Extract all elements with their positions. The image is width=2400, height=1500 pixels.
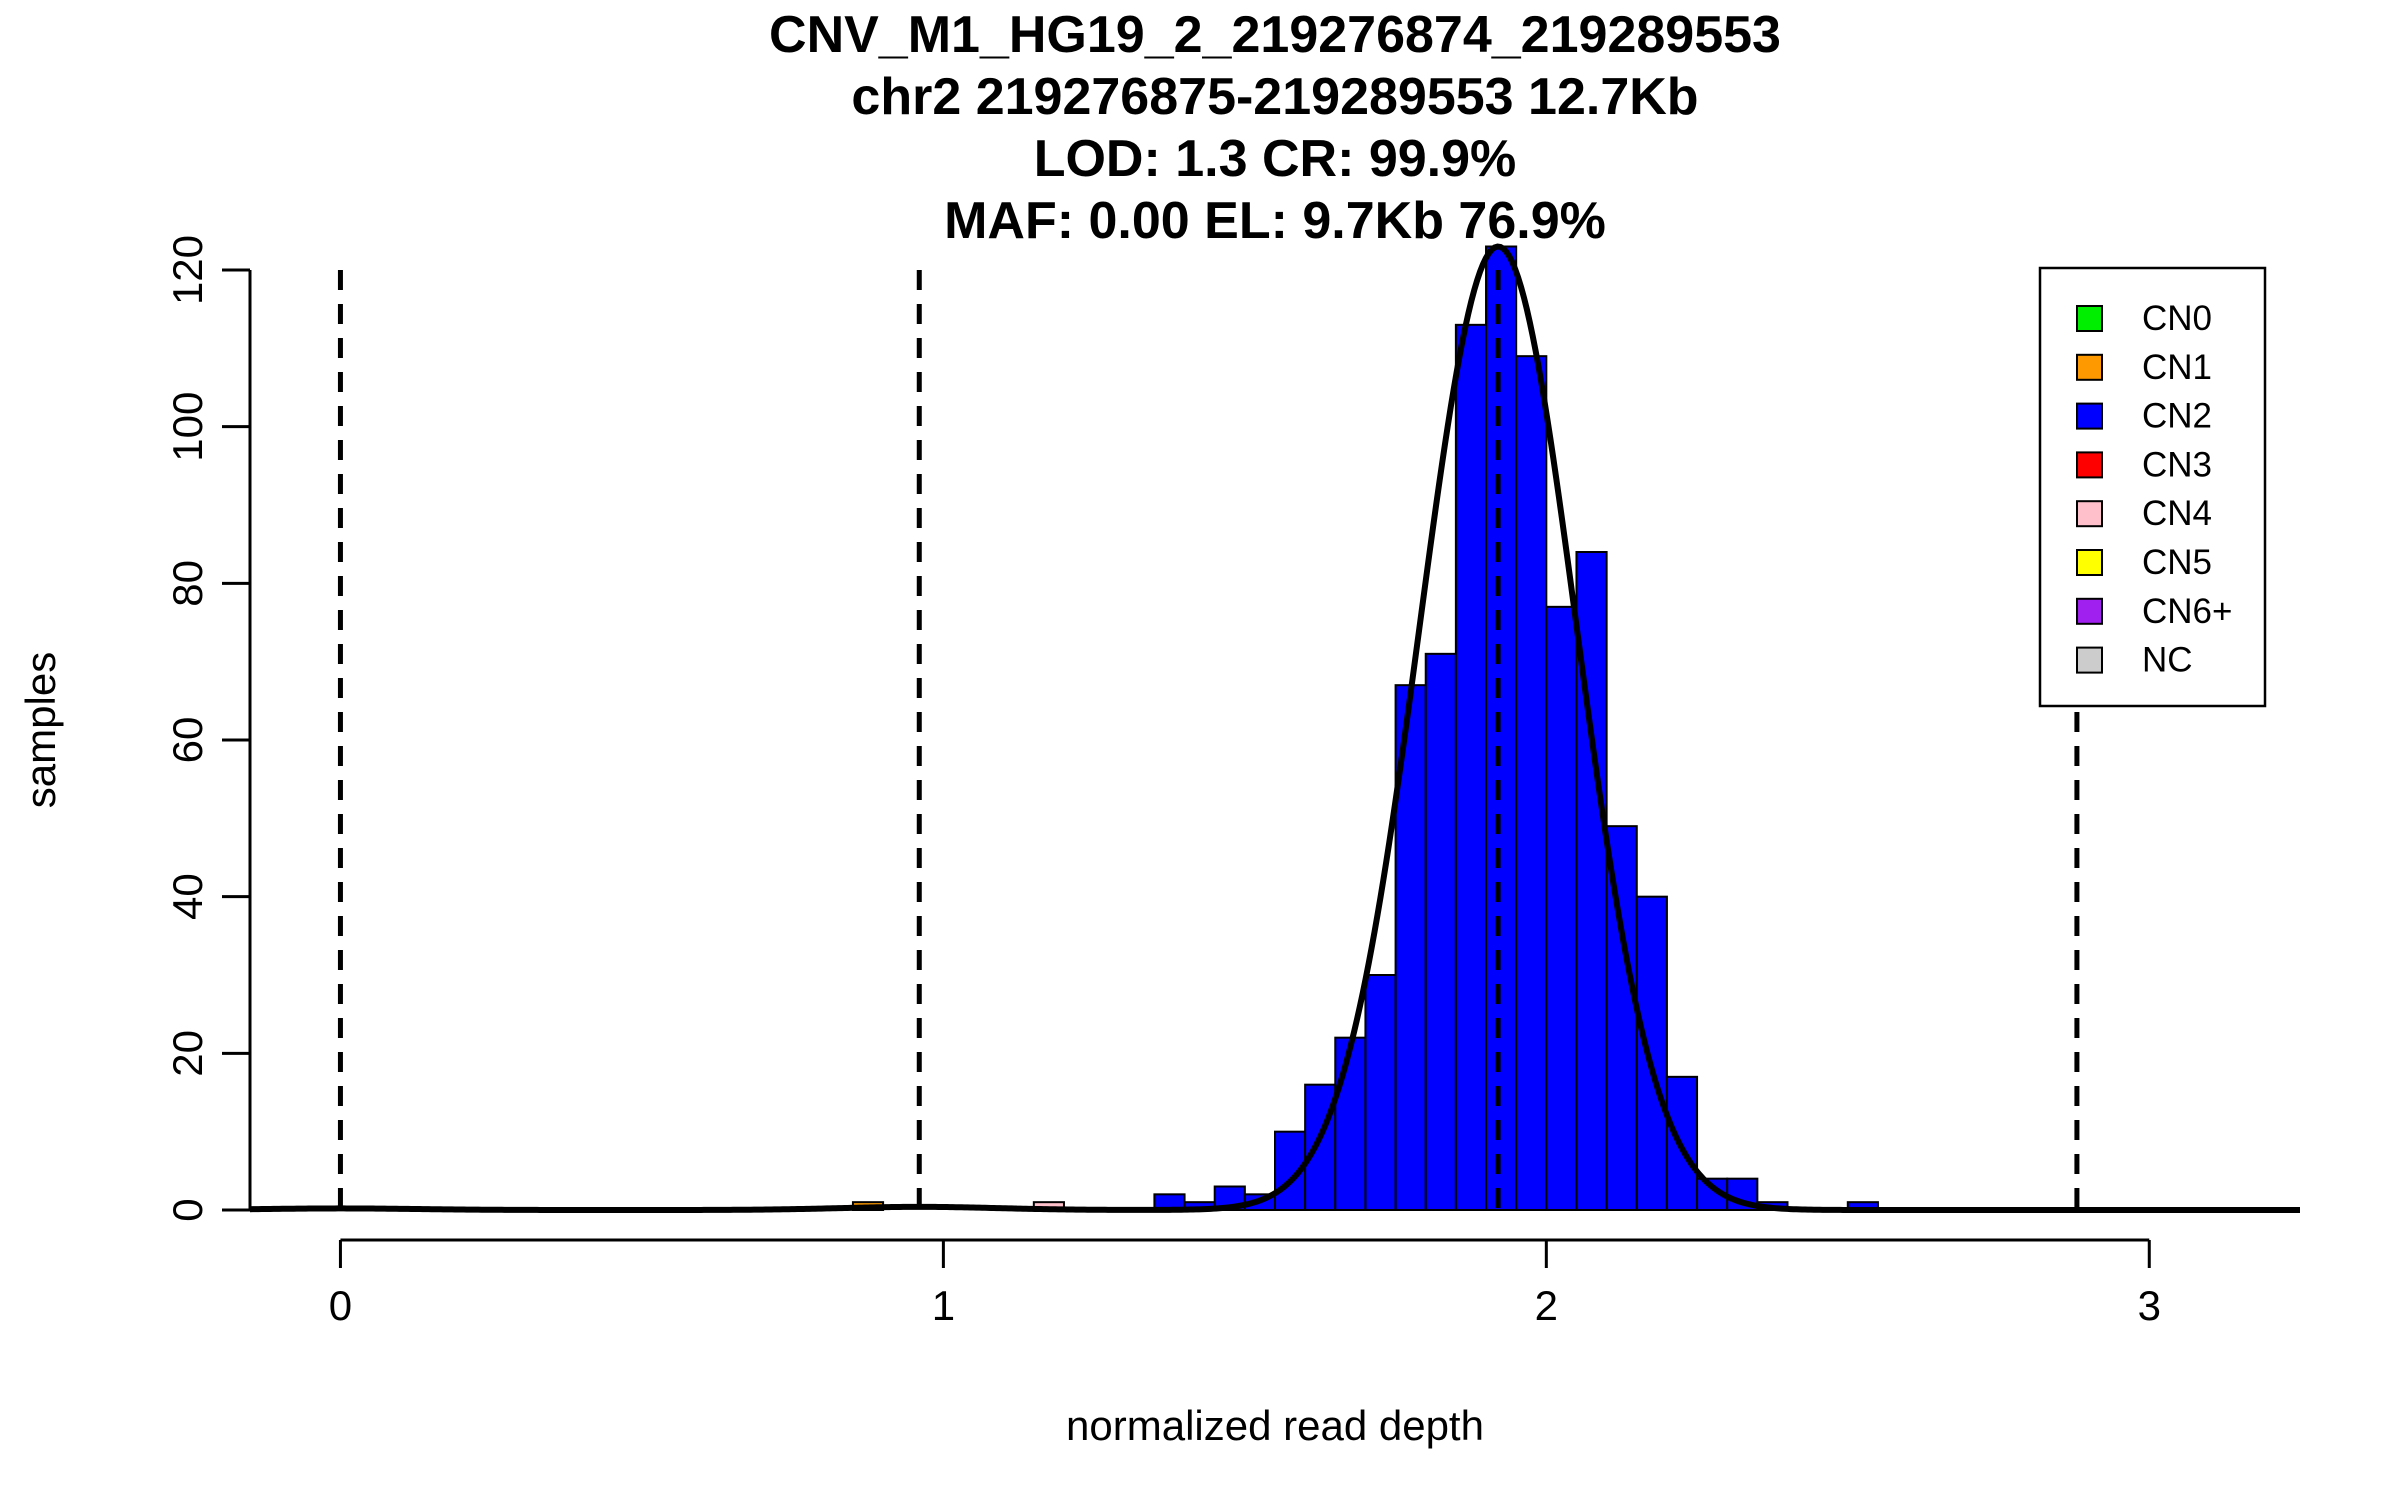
y-tick-label-3: 60	[164, 717, 211, 764]
title-line-1: CNV_M1_HG19_2_219276874_219289553	[769, 6, 1781, 64]
legend-label-cn4: CN4	[2142, 494, 2212, 533]
legend-swatch-cn4	[2076, 500, 2103, 528]
y-tick-label-2: 40	[164, 873, 211, 920]
legend-swatch-cn2	[2076, 402, 2103, 430]
legend-label-nc: NC	[2142, 641, 2193, 680]
legend-box	[2038, 266, 2267, 708]
y-tick-label-4: 80	[164, 560, 211, 607]
histogram-bars	[851, 245, 1879, 1212]
x-tick-label-0: 0	[329, 1282, 352, 1329]
legend-label-cn5: CN5	[2142, 543, 2212, 582]
histogram-bar-12	[1454, 323, 1488, 1212]
copy-number-guide-lines	[337, 270, 2080, 1210]
legend-label-cn1: CN1	[2142, 348, 2212, 387]
x-tick-label-3: 3	[2138, 1282, 2161, 1329]
histogram-bar-15	[1545, 605, 1578, 1211]
x-axis-label: normalized read depth	[1066, 1402, 1484, 1449]
legend-label-cn6plus: CN6+	[2142, 592, 2232, 631]
x-tick-label-2: 2	[1535, 1282, 1558, 1329]
histogram-bar-14	[1515, 355, 1548, 1211]
histogram-bar-9	[1364, 974, 1397, 1211]
axes: 0 20 40 60 80 100 120 0 1 2 3	[164, 235, 2161, 1329]
legend-swatch-cn5	[2076, 549, 2103, 576]
legend-swatch-cn0	[2076, 305, 2103, 332]
legend-swatch-cn6plus	[2076, 597, 2103, 625]
x-tick-label-1: 1	[932, 1282, 955, 1329]
legend-label-cn3: CN3	[2142, 445, 2212, 484]
y-tick-label-1: 20	[164, 1030, 211, 1077]
histogram-bar-11	[1424, 652, 1457, 1211]
y-tick-label-0: 0	[164, 1198, 211, 1221]
histogram-bar-18	[1635, 895, 1668, 1212]
title-line-3: LOD: 1.3 CR: 99.9%	[1034, 130, 1517, 188]
title-line-2: chr2 219276875-219289553 12.7Kb	[851, 68, 1698, 126]
legend: CN0 CN1 CN2 CN3 CN4 CN5 CN6+ NC	[2038, 266, 2267, 708]
legend-swatch-cn3	[2076, 451, 2103, 479]
fitted-density-curves	[249, 243, 2300, 1213]
chart-title: CNV_M1_HG19_2_219276874_219289553 chr2 2…	[769, 6, 1781, 250]
y-tick-label-6: 120	[164, 235, 211, 305]
legend-swatch-cn1	[2076, 353, 2103, 381]
title-line-4: MAF: 0.00 EL: 9.7Kb 76.9%	[944, 192, 1606, 250]
legend-label-cn2: CN2	[2142, 397, 2212, 436]
legend-swatch-nc	[2076, 646, 2103, 674]
legend-label-cn0: CN0	[2142, 299, 2212, 338]
histogram-bar-13	[1485, 245, 1518, 1211]
y-tick-label-5: 100	[164, 392, 211, 462]
histogram-bar-8	[1334, 1036, 1367, 1211]
fitted-curve	[249, 243, 2300, 1213]
y-axis-label: samples	[17, 652, 64, 808]
